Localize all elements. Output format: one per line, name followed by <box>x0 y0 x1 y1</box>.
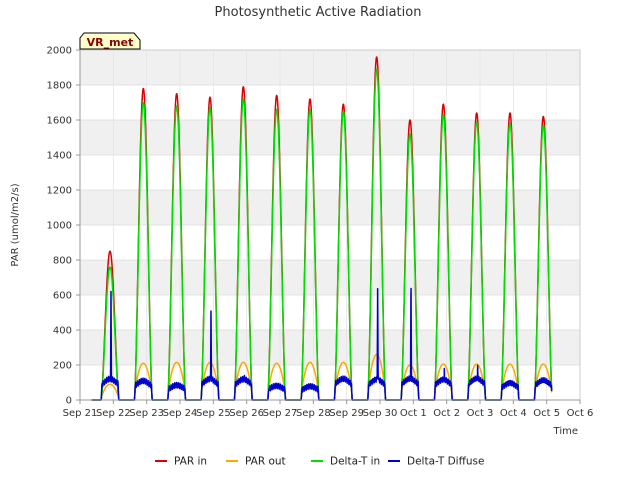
grid-band <box>80 260 580 295</box>
legend-label: PAR in <box>174 456 207 468</box>
y-tick-label: 200 <box>53 361 72 372</box>
legend-item-delta-t-in: Delta-T in <box>311 456 380 468</box>
x-tick-label: Oct 4 <box>500 408 527 419</box>
x-tick-label: Sep 23 <box>129 408 164 419</box>
legend-label: Delta-T in <box>330 456 380 468</box>
y-tick-label: 1800 <box>47 81 72 92</box>
y-tick-label: 2000 <box>47 46 72 57</box>
y-tick-label: 1200 <box>47 186 72 197</box>
y-ticks: 0 200 400 600 800 1000 1200 1400 1600 1800 2000 <box>47 46 80 407</box>
x-tick-label: Sep 24 <box>163 408 198 419</box>
x-tick-label: Sep 29 <box>329 408 364 419</box>
x-axis-label: Time <box>553 426 578 437</box>
y-tick-label: 1400 <box>47 151 72 162</box>
chart-title: Photosynthetic Active Radiation <box>215 5 422 20</box>
x-tick-label: Sep 28 <box>296 408 331 419</box>
x-tick-label: Oct 5 <box>533 408 560 419</box>
grid-band <box>80 330 580 365</box>
grid-band <box>80 120 580 155</box>
legend-label: Delta-T Diffuse <box>407 456 484 468</box>
x-tick-label: Sep 22 <box>96 408 131 419</box>
legend-item-par-in: PAR in <box>155 456 207 468</box>
y-tick-label: 1000 <box>47 221 72 232</box>
badge-box <box>79 32 141 50</box>
x-tick-label: Sep 21 <box>63 408 98 419</box>
x-tick-label: Oct 2 <box>433 408 460 419</box>
y-tick-label: 800 <box>53 256 72 267</box>
grid-band <box>80 190 580 225</box>
y-tick-label: 0 <box>66 396 72 407</box>
x-tick-label: Oct 6 <box>567 408 594 419</box>
badge-label: VR_met <box>87 36 134 49</box>
x-tick-label: Sep 27 <box>263 408 298 419</box>
y-tick-label: 600 <box>53 291 72 302</box>
y-tick-label: 1600 <box>47 116 72 127</box>
legend-label: PAR out <box>245 456 286 468</box>
legend-item-delta-t-diffuse: Delta-T Diffuse <box>388 456 484 468</box>
x-tick-label: Sep 30 <box>363 408 398 419</box>
x-tick-label: Sep 25 <box>196 408 231 419</box>
x-tick-label: Sep 26 <box>229 408 264 419</box>
y-tick-label: 400 <box>53 326 72 337</box>
y-axis-label: PAR (umol/m2/s) <box>10 183 21 266</box>
station-badge: VR_met <box>79 32 141 50</box>
x-tick-label: Oct 1 <box>400 408 427 419</box>
x-tick-label: Oct 3 <box>467 408 494 419</box>
legend: PAR in PAR out Delta-T in Delta-T Diffuse <box>155 456 484 468</box>
grid-band <box>80 50 580 85</box>
legend-item-par-out: PAR out <box>226 456 286 468</box>
